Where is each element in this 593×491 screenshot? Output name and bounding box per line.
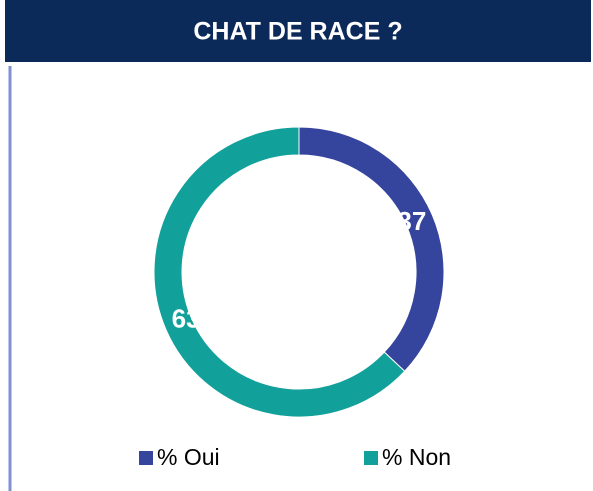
title-bar bbox=[5, 0, 591, 62]
data-label: 63 bbox=[172, 304, 201, 334]
legend-label: % Non bbox=[382, 444, 451, 470]
legend-label: % Oui bbox=[157, 444, 220, 470]
donut-slice bbox=[153, 126, 406, 418]
data-label: 37 bbox=[397, 206, 426, 236]
donut-slice bbox=[298, 126, 445, 372]
legend-swatch bbox=[364, 451, 378, 465]
chart-title: CHAT DE RACE ? bbox=[193, 18, 402, 46]
legend-swatch bbox=[139, 451, 153, 465]
